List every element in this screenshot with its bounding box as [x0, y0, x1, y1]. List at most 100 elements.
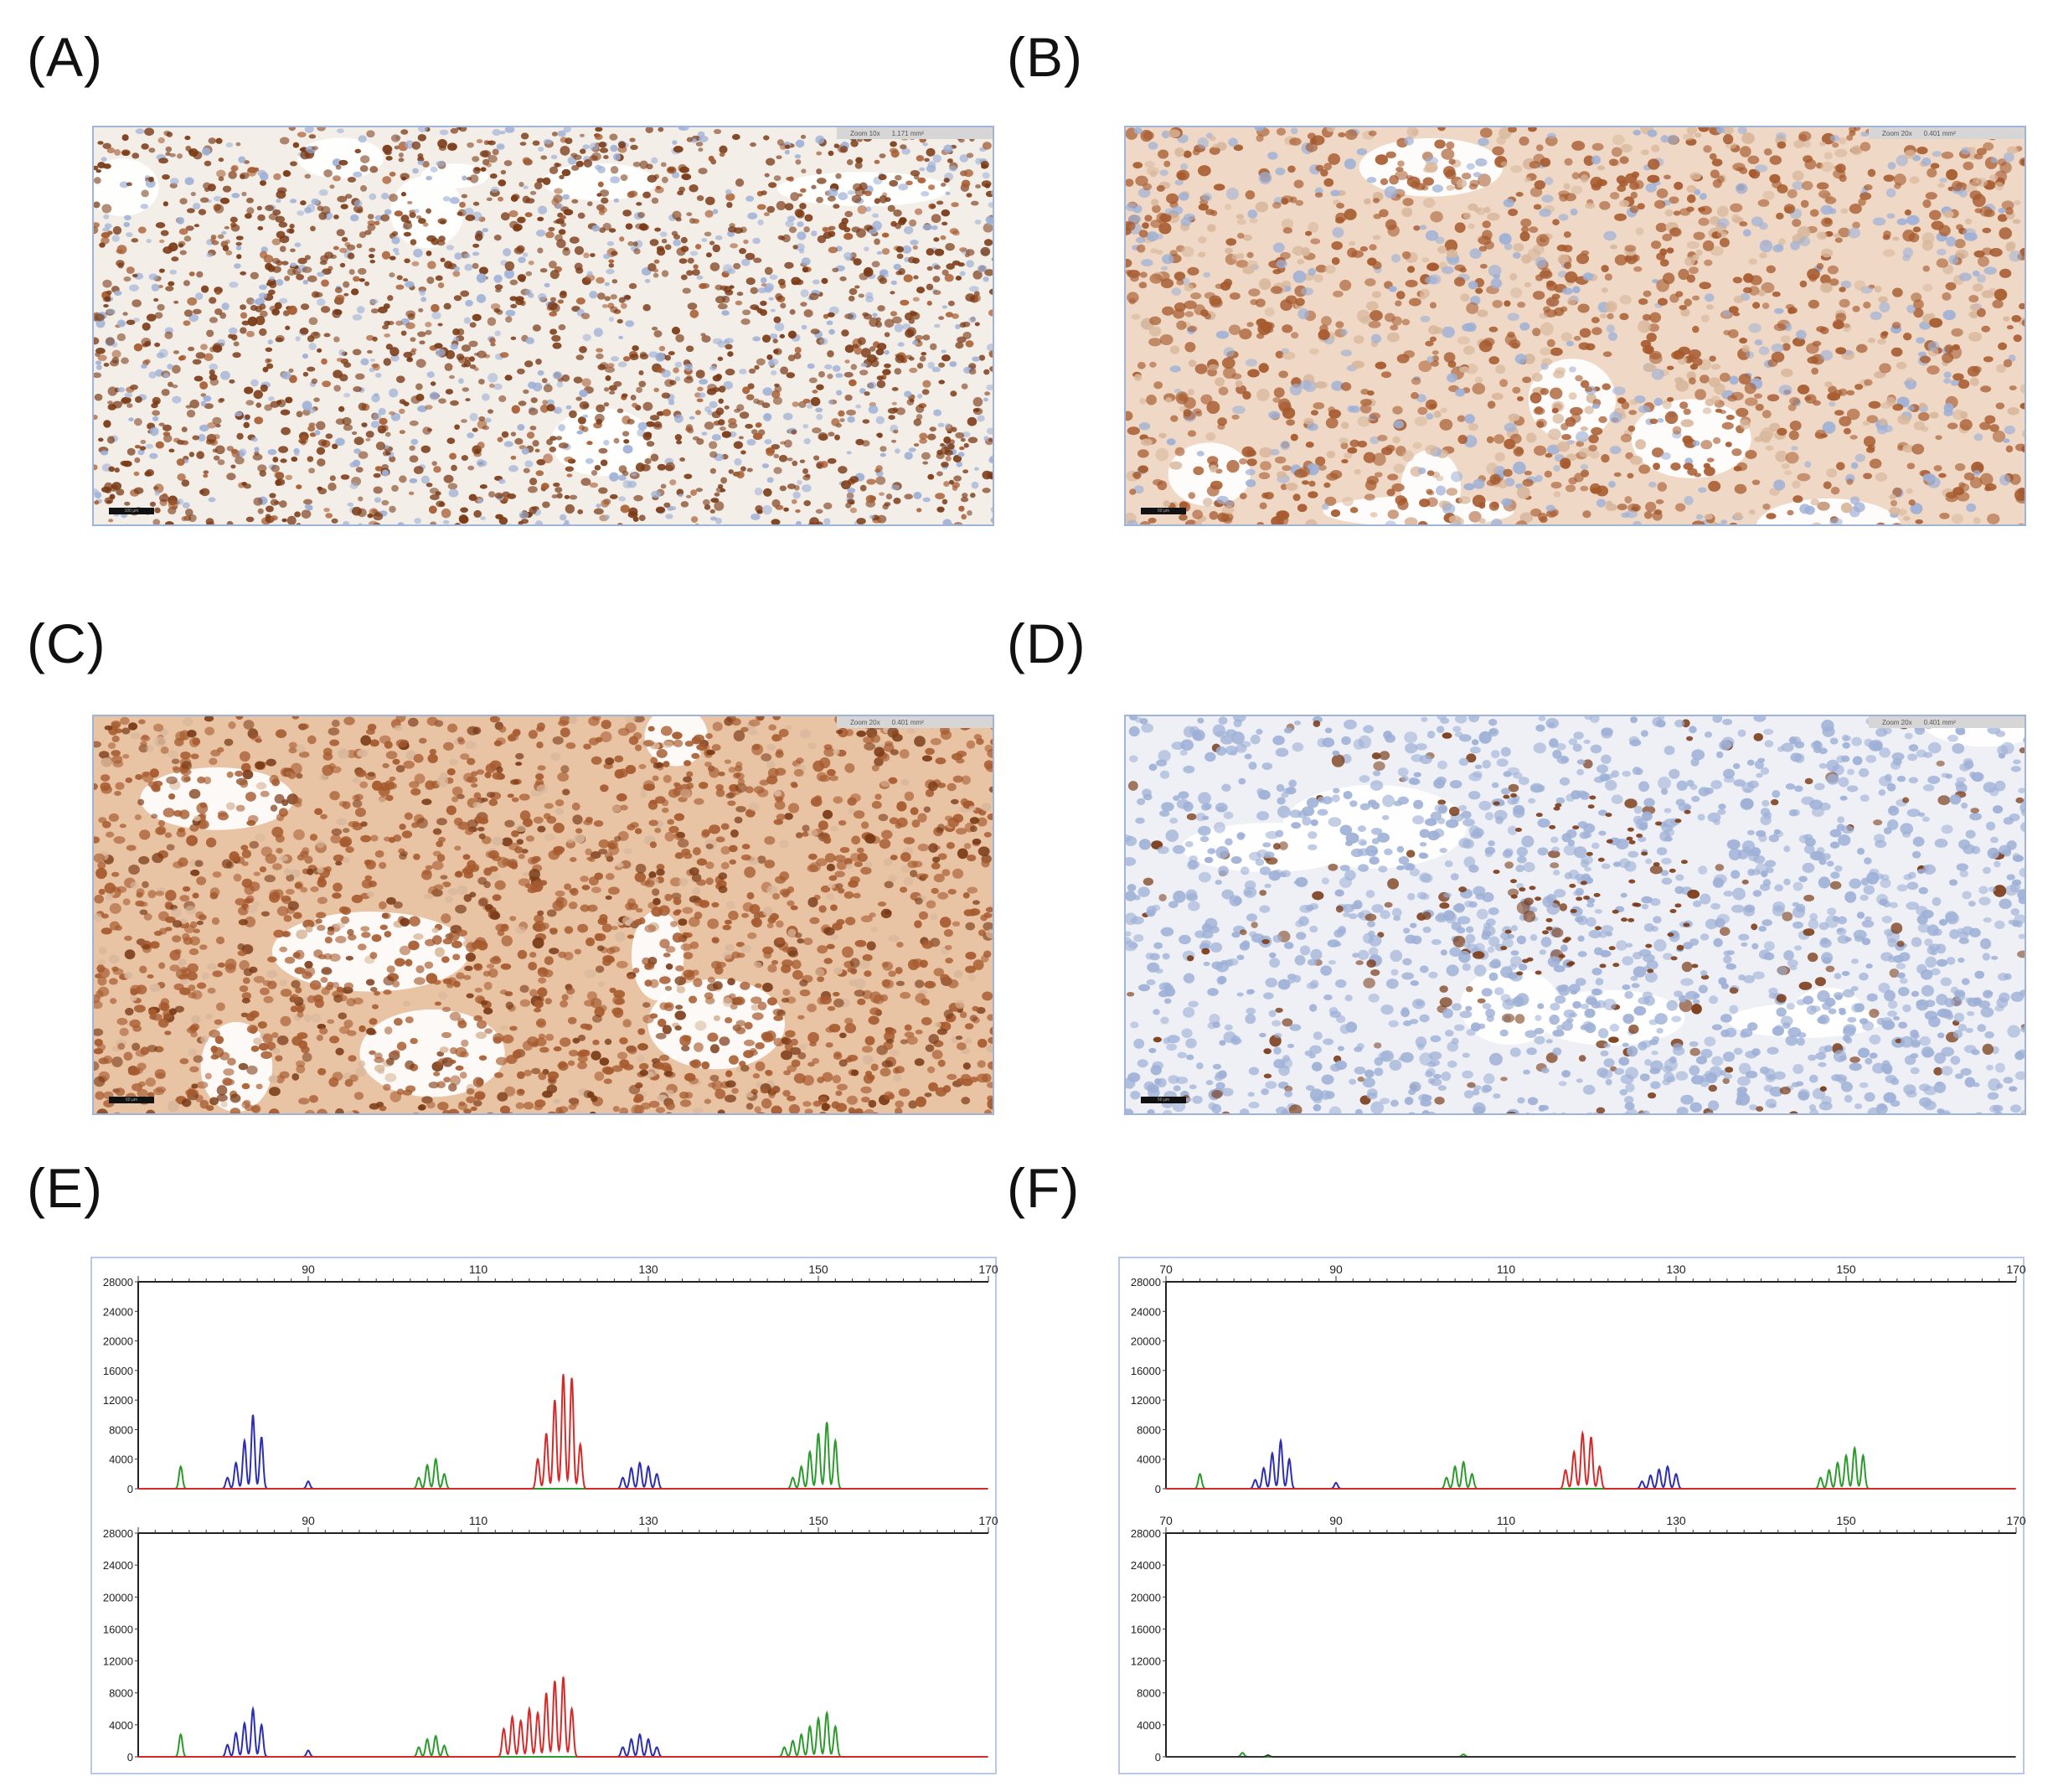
electropherogram-e-plot: 90 110 130 150 170 28000 24000 20000 16000 12000 8…	[103, 1263, 998, 1764]
zoom-text: Zoom 20x	[850, 718, 880, 726]
zoom-bar: Zoom 20x 0.401 mm²	[837, 716, 993, 728]
y-tick-label: 20000	[1131, 1335, 1161, 1348]
scale-bar: 50 µm	[1141, 1097, 1186, 1103]
micrograph-b: Zoom 20x 0.401 mm² 50 µm	[1124, 126, 2026, 526]
y-tick-label: 4000	[109, 1719, 133, 1732]
y-tick-label: 4000	[1137, 1719, 1161, 1732]
micrograph-c-image	[94, 716, 993, 1113]
micrograph-d-image	[1126, 716, 2025, 1113]
ep-track-2: 70 90 110 130 150 170 28000 24000 20000 16000 1200…	[1131, 1514, 2026, 1764]
x-tick-label: 150	[808, 1263, 828, 1276]
area-text: 1.171 mm²	[891, 129, 924, 137]
y-tick-label: 8000	[1137, 1687, 1161, 1700]
scale-bar: 100 µm	[109, 508, 154, 514]
y-tick-label: 20000	[1131, 1591, 1161, 1604]
y-tick-label: 20000	[103, 1591, 133, 1604]
y-tick-label: 28000	[103, 1276, 133, 1288]
trace-blue	[1166, 1437, 2016, 1490]
trace-blue	[138, 1706, 988, 1758]
x-tick-label: 130	[638, 1514, 658, 1527]
x-tick-label: 110	[469, 1514, 488, 1527]
y-tick-label: 16000	[1131, 1623, 1161, 1635]
x-tick-label: 170	[2006, 1514, 2026, 1527]
x-tick-label: 110	[1497, 1263, 1516, 1276]
scale-bar: 50 µm	[1141, 508, 1186, 514]
trace-green	[138, 1710, 988, 1758]
zoom-bar: Zoom 20x 0.401 mm²	[1869, 716, 2025, 728]
trace-green	[138, 1422, 988, 1490]
trace-red	[138, 1374, 988, 1490]
y-tick-label: 16000	[103, 1623, 133, 1635]
y-tick-label: 0	[1155, 1483, 1161, 1495]
x-tick-label: 70	[1159, 1514, 1173, 1527]
trace-red	[138, 1676, 988, 1758]
y-tick-label: 16000	[103, 1365, 133, 1377]
x-tick-label: 110	[469, 1263, 488, 1276]
area-text: 0.401 mm²	[1923, 718, 1956, 726]
zoom-bar: Zoom 20x 0.401 mm²	[1869, 127, 2025, 139]
zoom-bar: Zoom 10x 1.171 mm²	[837, 127, 993, 139]
y-tick-label: 12000	[103, 1394, 133, 1407]
y-tick-label: 0	[127, 1483, 133, 1495]
zoom-text: Zoom 20x	[1882, 129, 1912, 137]
x-tick-label: 130	[1666, 1514, 1686, 1527]
y-tick-label: 28000	[1131, 1527, 1161, 1540]
y-tick-label: 28000	[103, 1527, 133, 1540]
ep-track-2: 90 110 130 150 170 28000 24000 20000 16000 12000 8…	[103, 1514, 998, 1764]
micrograph-b-image	[1126, 127, 2025, 524]
y-tick-label: 28000	[1131, 1276, 1161, 1288]
trace-blue	[138, 1414, 988, 1490]
micrograph-c: Zoom 20x 0.401 mm² 50 µm	[92, 715, 994, 1115]
ep-track-1: 90 110 130 150 170 28000 24000 20000 16000 12000 8…	[103, 1263, 998, 1495]
micrograph-a: Zoom 10x 1.171 mm² 100 µm	[92, 126, 994, 526]
electropherogram-f-plot: 70 90 110 130 150 170 28000 24000 20000 16000 1200…	[1131, 1263, 2026, 1764]
y-tick-label: 24000	[1131, 1305, 1161, 1318]
x-tick-label: 170	[2006, 1263, 2026, 1276]
area-text: 0.401 mm²	[891, 718, 924, 726]
electropherogram-e: 90 110 130 150 170 28000 24000 20000 16000 12000 8…	[90, 1257, 998, 1774]
electropherogram-f: 70 90 110 130 150 170 28000 24000 20000 16000 1200…	[1118, 1257, 2026, 1774]
trace-green	[1166, 1445, 2016, 1490]
x-tick-label: 170	[978, 1263, 998, 1276]
y-tick-label: 24000	[103, 1559, 133, 1572]
micrograph-a-image	[94, 127, 993, 524]
x-tick-label: 150	[1836, 1514, 1856, 1527]
x-tick-label: 150	[808, 1514, 828, 1527]
x-tick-label: 90	[1329, 1263, 1343, 1276]
y-tick-label: 12000	[1131, 1394, 1161, 1407]
area-text: 0.401 mm²	[1923, 129, 1956, 137]
x-tick-label: 90	[302, 1263, 315, 1276]
panel-label-a: (A)	[27, 26, 103, 88]
y-tick-label: 8000	[1137, 1423, 1161, 1436]
y-tick-label: 20000	[103, 1335, 133, 1348]
panel-label-b: (B)	[1007, 26, 1083, 88]
y-tick-label: 24000	[103, 1305, 133, 1318]
y-tick-label: 0	[1155, 1751, 1161, 1764]
y-tick-label: 16000	[1131, 1365, 1161, 1377]
zoom-text: Zoom 20x	[1882, 718, 1912, 726]
y-tick-label: 12000	[1131, 1655, 1161, 1668]
x-tick-label: 90	[1329, 1514, 1343, 1527]
x-tick-label: 90	[302, 1514, 315, 1527]
x-tick-label: 130	[1666, 1263, 1686, 1276]
y-tick-label: 0	[127, 1751, 133, 1764]
scale-bar: 50 µm	[109, 1097, 154, 1103]
y-tick-label: 4000	[1137, 1454, 1161, 1466]
x-tick-label: 150	[1836, 1263, 1856, 1276]
panel-label-c: (C)	[27, 612, 106, 674]
y-tick-label: 4000	[109, 1454, 133, 1466]
x-tick-label: 130	[638, 1263, 658, 1276]
y-tick-label: 8000	[109, 1423, 133, 1436]
y-tick-label: 24000	[1131, 1559, 1161, 1572]
trace-black	[1166, 1754, 2016, 1758]
zoom-text: Zoom 10x	[850, 129, 880, 137]
x-tick-label: 110	[1497, 1514, 1516, 1527]
panel-label-e: (E)	[27, 1157, 103, 1219]
ep-track-1: 70 90 110 130 150 170 28000 24000 20000 16000 1200…	[1131, 1263, 2026, 1495]
x-tick-label: 170	[978, 1514, 998, 1527]
y-tick-label: 12000	[103, 1655, 133, 1668]
x-tick-label: 70	[1159, 1263, 1173, 1276]
panel-label-d: (D)	[1007, 612, 1086, 674]
y-tick-label: 8000	[109, 1687, 133, 1700]
micrograph-d: Zoom 20x 0.401 mm² 50 µm	[1124, 715, 2026, 1115]
